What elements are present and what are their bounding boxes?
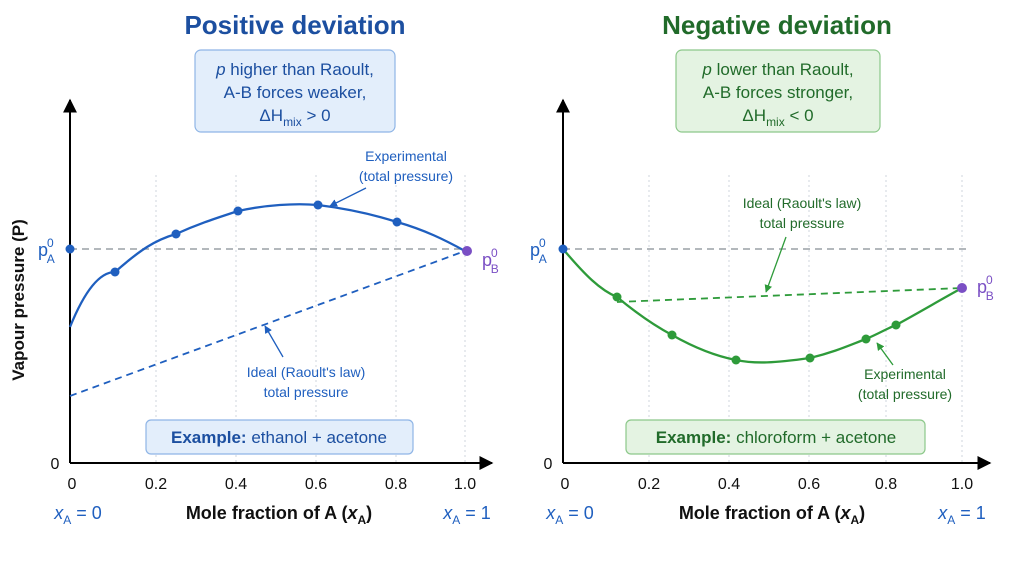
negative-x-tick: 0.6 [798,476,820,493]
negative-info-line-3: ΔHmix < 0 [742,106,813,129]
positive-x-tick: 0.2 [145,476,167,493]
positive-example-value: ethanol + acetone [251,428,387,447]
positive-x-ticks: 0 0.2 0.4 0.6 0.8 1.0 [68,476,477,493]
negative-info-line-1-rest: lower than Raoult, [712,60,854,79]
negative-example-text: Example: chloroform + acetone [656,428,897,447]
negative-experimental-curve [562,248,963,364]
negative-data-point [891,320,901,330]
positive-x-axis-label: Mole fraction of A (xA) [186,503,372,527]
positive-info-p: p [215,60,225,79]
positive-example-text: Example: ethanol + acetone [171,428,387,447]
negative-title: Negative deviation [662,10,892,40]
positive-info-box [194,49,396,133]
negative-pB-label: p0 B [977,273,994,303]
positive-data-point [65,244,75,254]
negative-x-right-label: xA = 1 [937,503,986,527]
negative-deviation-panel: Negative deviation p lower than Raoult, … [530,10,994,527]
negative-experimental-arrow [876,342,894,366]
negative-x-tick: 1.0 [951,476,973,493]
positive-x-tick: 0.8 [385,476,407,493]
negative-pB-point [957,283,967,293]
positive-gridlines [155,175,466,463]
negative-experimental-label-2: (total pressure) [858,386,952,402]
positive-ideal-line [69,250,466,397]
positive-info-line-3: ΔHmix > 0 [259,106,330,129]
positive-title: Positive deviation [184,10,405,40]
positive-ideal-arrow [264,325,284,358]
negative-data-point [731,355,741,365]
negative-data-point [805,353,815,363]
positive-example-box [145,419,414,455]
negative-origin-label: 0 [544,456,553,473]
negative-x-axis-label: Mole fraction of A (xA) [679,503,865,527]
positive-experimental-label-1: Experimental [365,148,447,164]
negative-pA-label: p0 A [530,236,547,266]
negative-info-box [675,49,881,133]
positive-ideal-label-1: Ideal (Raoult's law) [247,364,366,380]
negative-pA-point [558,244,568,254]
positive-x-tick: 0.6 [305,476,327,493]
positive-pB-label: p0 B [482,246,499,276]
positive-deviation-panel: Positive deviation p higher than Raoult,… [38,10,499,527]
positive-x-tick: 1.0 [454,476,476,493]
positive-info-line-1: p higher than Raoult, [215,60,374,79]
negative-example-bold: Example: [656,428,732,447]
positive-data-point [171,229,181,239]
positive-data-points [65,200,472,277]
positive-experimental-curve [68,203,466,328]
negative-gridlines [648,175,963,463]
positive-experimental-arrow [329,187,367,207]
positive-pA-label: p0 A [38,236,55,266]
negative-data-point [612,292,622,302]
negative-x-ticks: 0 0.2 0.4 0.6 0.8 1.0 [561,476,974,493]
negative-data-point [861,334,871,344]
negative-info-line-1: p lower than Raoult, [701,60,853,79]
positive-info-line-2: A-B forces weaker, [224,83,367,102]
y-axis-label: Vapour pressure (P) [9,219,28,381]
negative-ideal-line [616,287,963,303]
negative-example-box [625,419,926,455]
positive-x-tick: 0.4 [225,476,247,493]
negative-data-points [558,244,967,365]
positive-origin-label: 0 [51,456,60,473]
negative-x-tick: 0.8 [875,476,897,493]
negative-ideal-label-2: total pressure [760,215,845,231]
positive-x-right-label: xA = 1 [442,503,491,527]
positive-data-point [233,206,243,216]
positive-ideal-label-2: total pressure [264,384,349,400]
negative-info-p: p [701,60,711,79]
positive-x-tick: 0 [68,476,77,493]
positive-data-point [313,200,323,210]
positive-info-line-1-rest: higher than Raoult, [226,60,374,79]
positive-x-left-label: xA = 0 [53,503,102,527]
positive-example-bold: Example: [171,428,247,447]
negative-example-value: chloroform + acetone [736,428,896,447]
negative-experimental-label-1: Experimental [864,366,946,382]
negative-data-point [667,330,677,340]
negative-info-line-2: A-B forces stronger, [703,83,853,102]
negative-x-tick: 0 [561,476,570,493]
negative-ideal-arrow [764,236,787,293]
negative-ideal-label-1: Ideal (Raoult's law) [743,195,862,211]
positive-data-point [392,217,402,227]
positive-pB-point [462,246,472,256]
negative-x-left-label: xA = 0 [545,503,594,527]
negative-x-tick: 0.4 [718,476,740,493]
positive-experimental-label-2: (total pressure) [359,168,453,184]
negative-x-tick: 0.2 [638,476,660,493]
positive-data-point [110,267,120,277]
